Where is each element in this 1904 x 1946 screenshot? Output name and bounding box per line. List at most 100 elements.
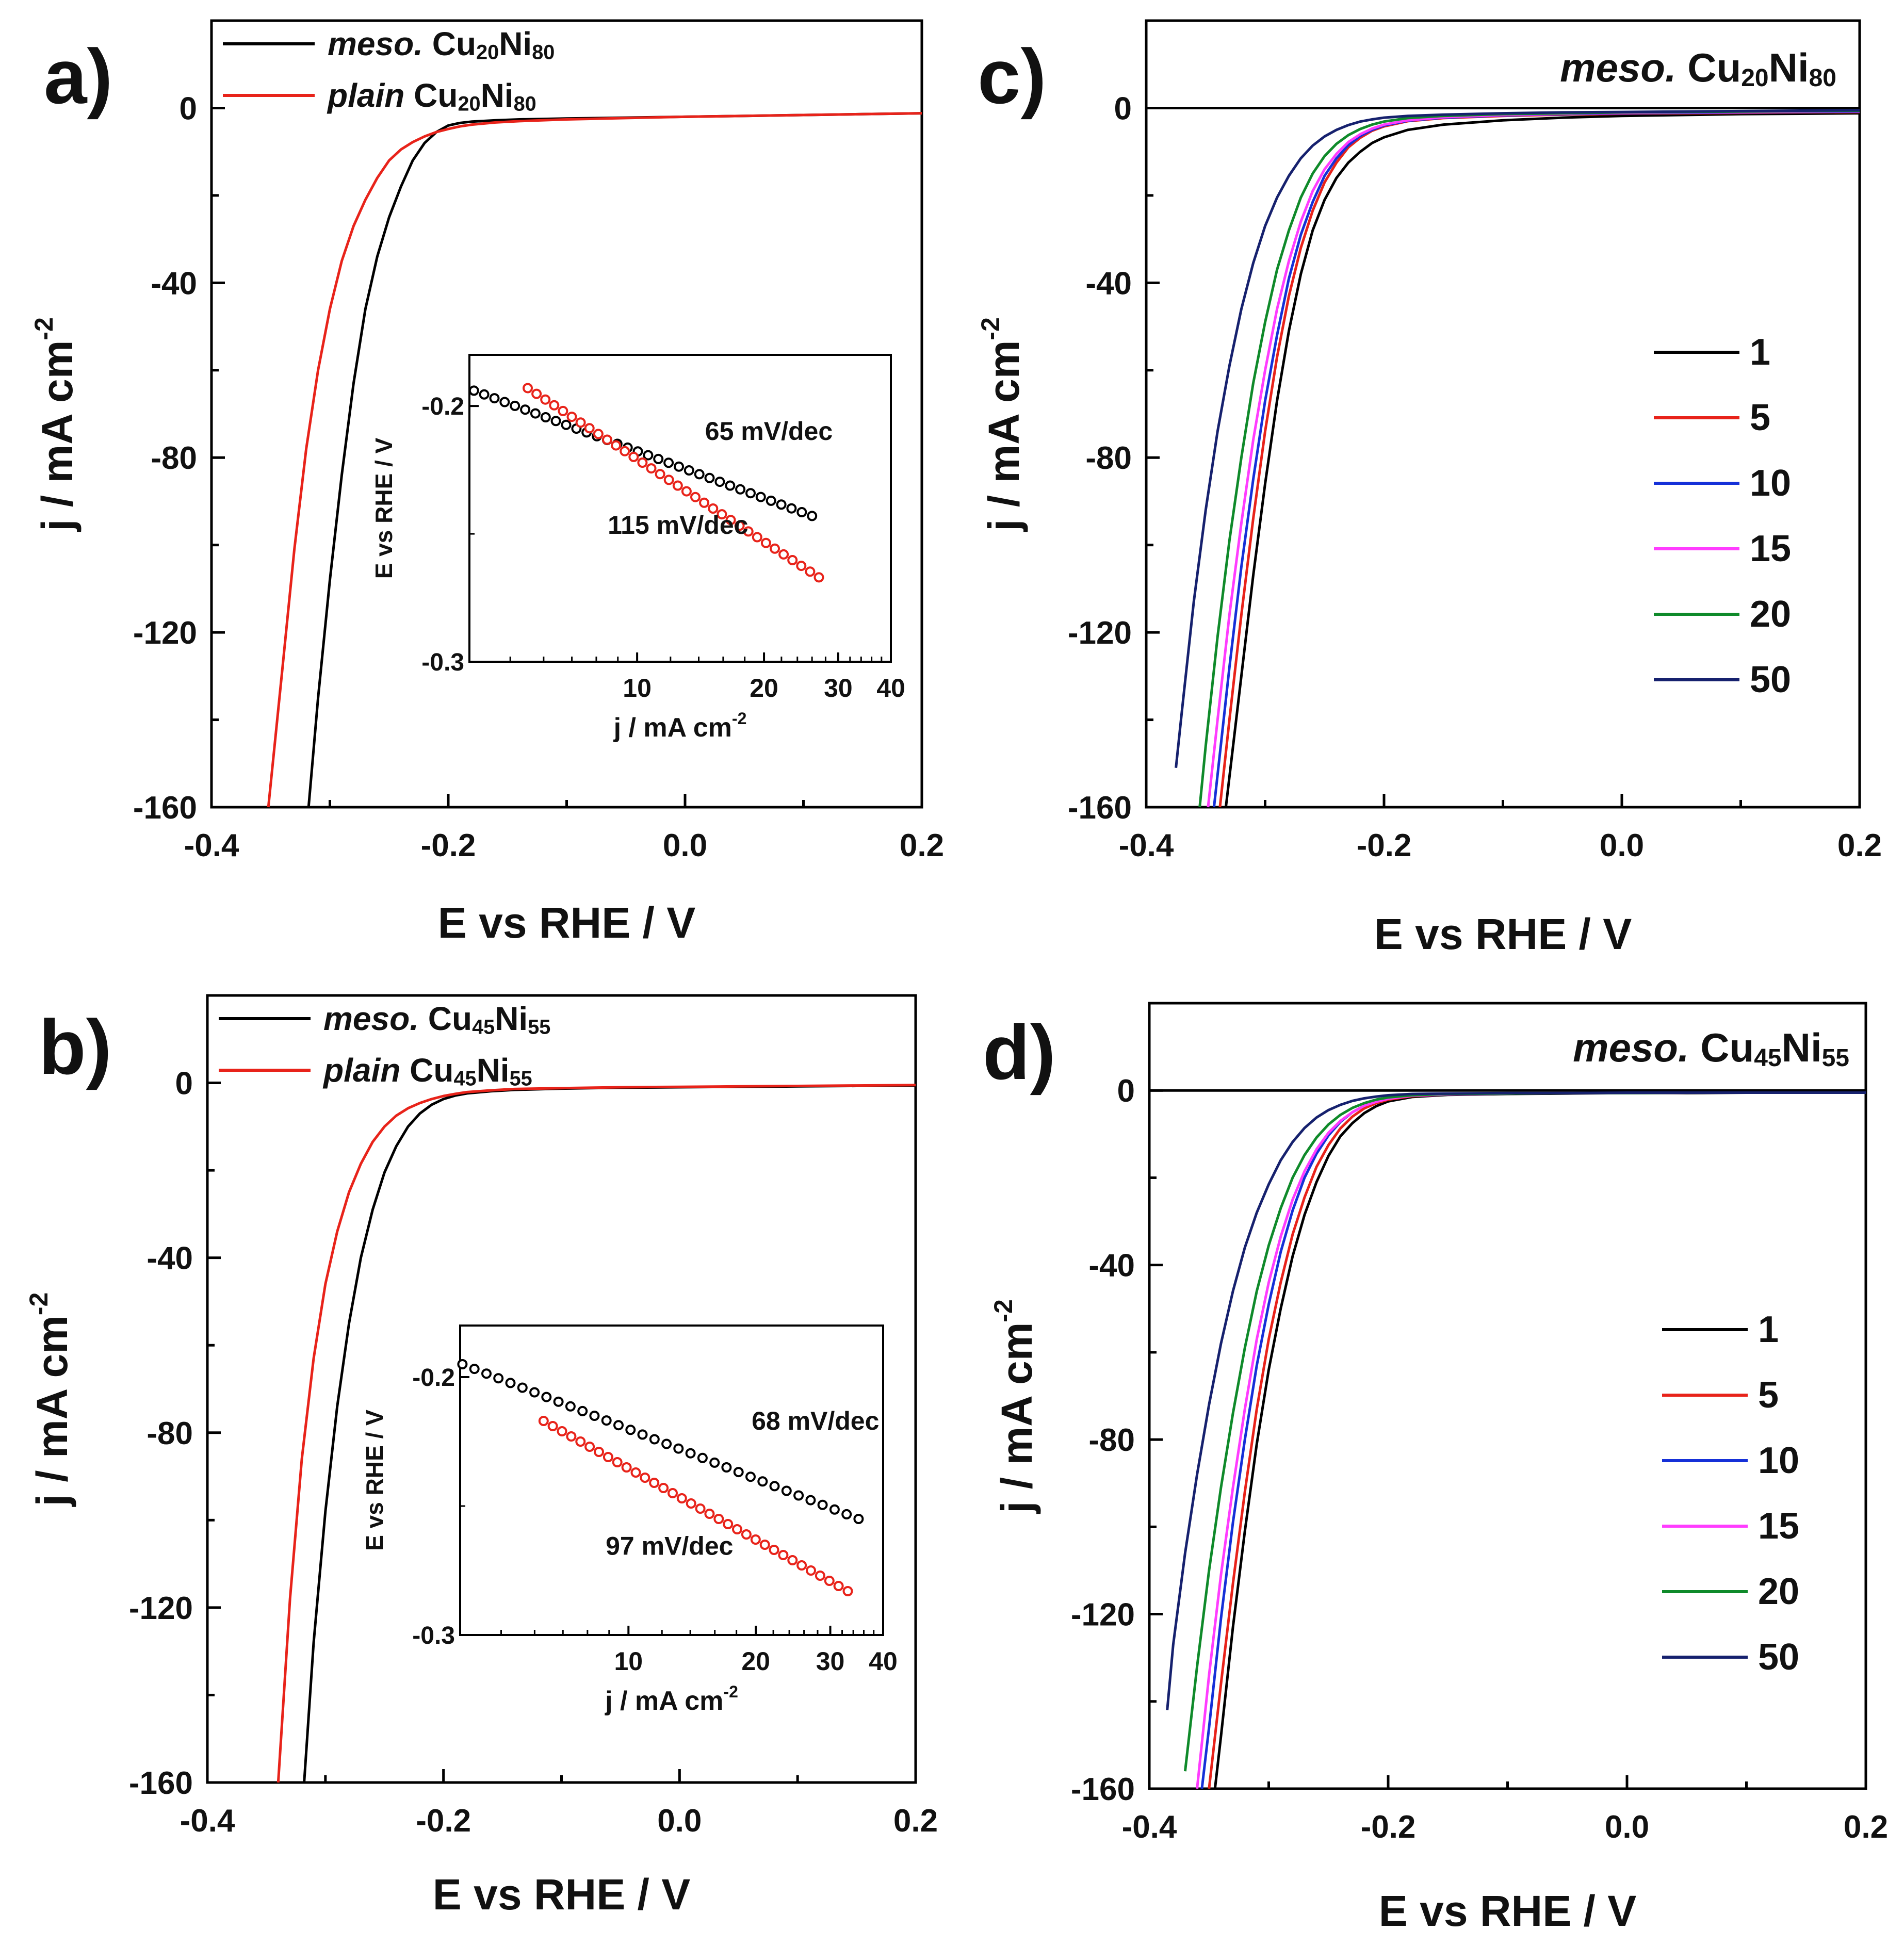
inset-point-meso (613, 1420, 624, 1431)
inset-point-plain (594, 1447, 604, 1457)
inset-x-axis-label-superscript: -2 (723, 1682, 738, 1701)
inset-point-plain (575, 1436, 586, 1447)
legend-label-plain: plain Cu45Ni55 (322, 1052, 532, 1090)
inset-x-tick-label: 30 (824, 674, 853, 702)
inset-point-plain (778, 1550, 789, 1560)
panel-b: -0.4 -0.2 0.0 0.2 0 -40 -80 -120 -160 E vs RHE / … (24, 994, 938, 1919)
x-tick-label: 0.2 (900, 828, 944, 863)
inset-point-meso (769, 1481, 780, 1492)
inset-point-plain (842, 1586, 853, 1596)
slope-label-meso: 68 mV/dec (752, 1407, 879, 1435)
inset-point-plain (603, 1452, 613, 1462)
y-tick-label: 0 (180, 91, 197, 126)
inset-point-meso (517, 1382, 528, 1393)
inset-x-axis-label-superscript: -2 (732, 709, 746, 728)
y-tick-label: -80 (1088, 1422, 1135, 1458)
inset-point-meso (530, 408, 541, 419)
inset-point-plain (672, 480, 683, 491)
inset-point-meso (661, 1438, 672, 1449)
legend-label-meso-sub2: 80 (532, 41, 555, 64)
panel-title-sub1: 20 (1741, 64, 1768, 92)
legend-label-plain-sub1: 45 (453, 1068, 476, 1090)
inset-series-meso (457, 1359, 864, 1524)
y-axis-label-superscript: -2 (29, 317, 58, 340)
panel-title-element1: Cu (1700, 1025, 1754, 1070)
inset-point-meso (674, 461, 684, 472)
inset-point-meso (725, 480, 736, 491)
panel-c: -0.4 -0.2 0.0 0.2 0 -40 -80 -120 -160 E vs RHE / … (976, 19, 1882, 958)
inset-point-plain (750, 1534, 761, 1545)
inset-point-meso (853, 1514, 864, 1524)
y-tick-label: -40 (1085, 266, 1132, 301)
inset-series-meso (468, 385, 818, 521)
panel-label: d) (983, 1009, 1056, 1095)
inset-point-plain (734, 520, 745, 531)
inset-point-plain (540, 394, 551, 405)
inset-point-meso (733, 1467, 744, 1478)
inset-point-meso (541, 1392, 552, 1402)
legend-label-plain-sub2: 55 (510, 1068, 532, 1090)
y-tick-label: -160 (129, 1765, 193, 1801)
panel-title-sub2: 55 (1822, 1044, 1849, 1072)
inset-point-meso (565, 1401, 576, 1412)
legend-label-plain-space (404, 77, 414, 114)
inset-point-plain (796, 561, 807, 571)
inset-point-meso (653, 453, 664, 464)
y-axis-label: j / mA cm-2 (989, 1299, 1041, 1514)
inset-point-plain (796, 1560, 807, 1571)
inset-point-plain (708, 503, 719, 514)
inset-x-axis-label-text: j / mA cm (605, 1686, 723, 1716)
y-axis-label-text: j / mA cm (992, 1322, 1041, 1514)
y-axis-label-superscript: -2 (24, 1293, 53, 1315)
inset-x-tick-label: 40 (869, 1647, 898, 1676)
inset-point-meso (561, 419, 572, 430)
inset-point-meso (649, 1434, 660, 1445)
legend-label-meso-element1: Cu (428, 1000, 472, 1037)
x-tick-label: -0.4 (1119, 828, 1174, 863)
inset-point-meso (637, 1429, 648, 1440)
inset-point-meso (805, 1495, 816, 1506)
panel-title-sub2: 80 (1809, 64, 1836, 92)
y-tick-label: -160 (1071, 1772, 1135, 1807)
panel-label: c) (978, 33, 1046, 120)
inset-point-plain (699, 497, 710, 508)
legend-label-cycle: 50 (1758, 1637, 1799, 1678)
x-tick-label: 0.0 (663, 828, 707, 863)
inset-point-plain (833, 1581, 844, 1591)
inset-y-tick-label: -0.2 (421, 393, 464, 420)
legend-label-meso-element2: Ni (499, 25, 532, 62)
inset-point-meso (786, 503, 797, 514)
inset-point-meso (601, 1415, 612, 1426)
inset-point-plain (668, 1488, 678, 1498)
inset-point-meso (745, 488, 756, 499)
inset-point-meso (745, 1471, 756, 1482)
inset-point-meso (704, 472, 715, 483)
legend-label-cycle: 10 (1758, 1440, 1799, 1481)
inset-point-plain (663, 475, 674, 485)
y-tick-label: -120 (1068, 615, 1132, 651)
legend-label-meso-element1: Cu (432, 25, 476, 62)
inset-point-plain (704, 1509, 715, 1519)
x-tick-label: 0.2 (1837, 828, 1882, 863)
inset-point-meso (481, 1368, 492, 1379)
series-line-cycle-50 (1175, 109, 1860, 768)
inset-point-meso (793, 1490, 804, 1501)
inset-point-meso (781, 1485, 792, 1496)
inset-y-tick-label: -0.3 (421, 649, 464, 676)
inset-point-meso (469, 1364, 480, 1375)
inset-point-plain (690, 492, 701, 502)
inset-point-plain (649, 1478, 660, 1488)
y-axis-label: j / mA cm-2 (29, 317, 82, 532)
inset-point-plain (752, 532, 762, 543)
inset-point-plain (640, 1473, 650, 1483)
inset-frame (468, 354, 892, 663)
inset-point-plain (602, 434, 612, 445)
y-tick-label: -80 (147, 1416, 193, 1451)
panel-title-element2: Ni (1769, 45, 1809, 90)
series-line-plain (276, 1084, 916, 1783)
inset-point-meso (807, 511, 818, 521)
inset-point-meso (510, 400, 520, 411)
inset-point-plain (813, 572, 824, 583)
inset-point-meso (755, 492, 766, 502)
inset-point-plain (717, 509, 727, 520)
